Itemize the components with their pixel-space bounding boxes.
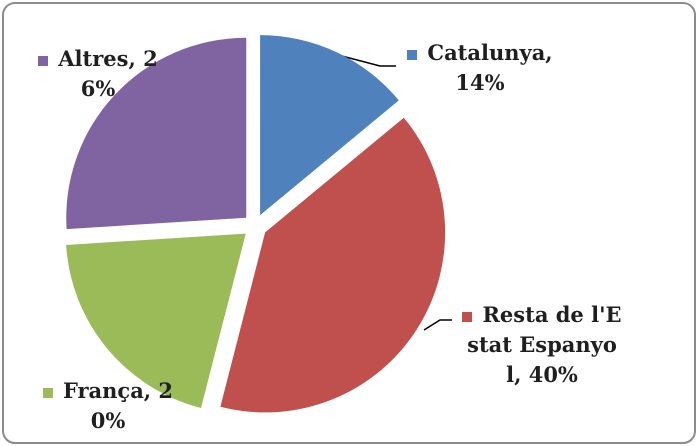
pie-slice bbox=[220, 117, 446, 413]
label-text: Catalunya, 14% bbox=[427, 40, 553, 95]
data-label: Catalunya, 14% bbox=[400, 38, 560, 98]
label-text: Resta de l'Estat Espanyol, 40% bbox=[467, 302, 622, 387]
pie-slice bbox=[66, 37, 247, 230]
legend-swatch bbox=[42, 387, 53, 398]
legend-swatch bbox=[462, 311, 473, 322]
leader-line bbox=[337, 54, 396, 67]
pie-slice bbox=[260, 35, 399, 216]
label-text: França, 20% bbox=[62, 378, 174, 433]
legend-swatch bbox=[38, 55, 49, 66]
legend-swatch bbox=[407, 49, 418, 60]
pie-slice bbox=[66, 233, 246, 408]
data-label: Altres, 26% bbox=[28, 44, 168, 104]
label-text: Altres, 26% bbox=[58, 46, 158, 101]
data-label: Resta de l'Estat Espanyol, 40% bbox=[462, 300, 622, 390]
data-label: França, 20% bbox=[28, 376, 188, 436]
leader-line bbox=[423, 319, 452, 331]
